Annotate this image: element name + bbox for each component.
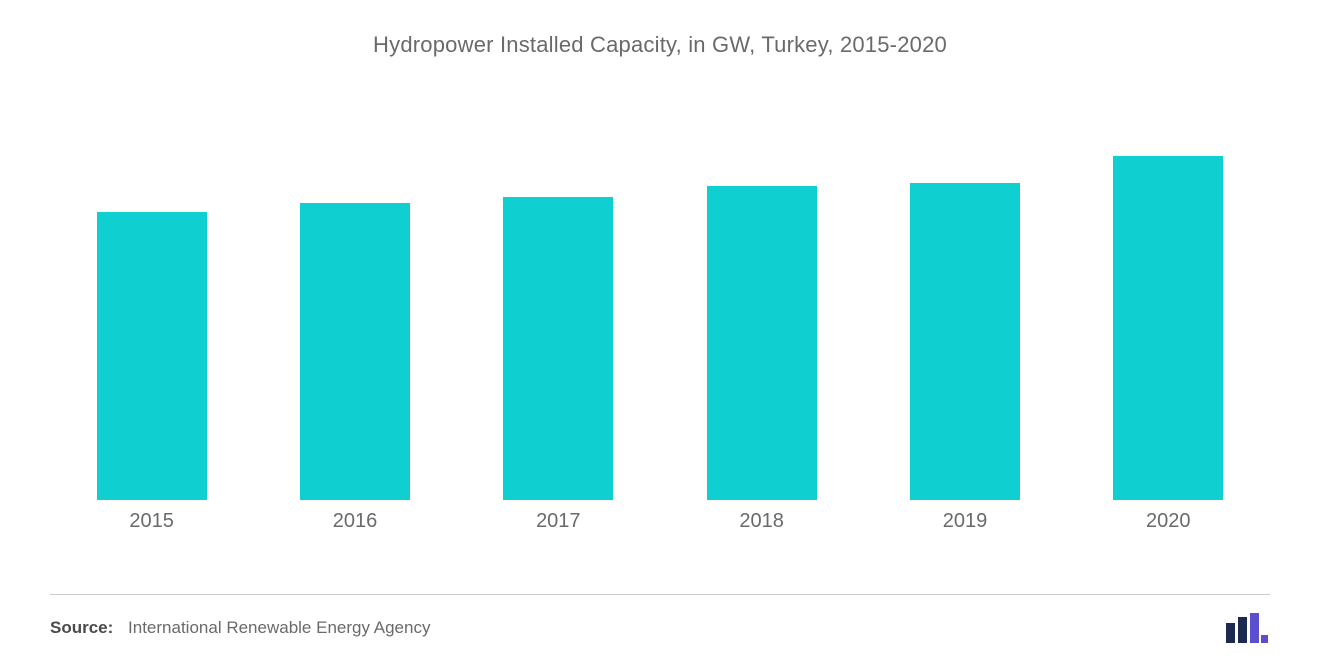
bar-slot bbox=[50, 100, 253, 500]
brand-logo-icon bbox=[1224, 613, 1270, 643]
bar-slot bbox=[863, 100, 1066, 500]
chart-title: Hydropower Installed Capacity, in GW, Tu… bbox=[0, 0, 1320, 58]
source-line: Source: International Renewable Energy A… bbox=[50, 618, 430, 638]
x-axis-labels: 201520162017201820192020 bbox=[50, 510, 1270, 533]
x-axis-label: 2017 bbox=[457, 510, 660, 533]
x-axis-label: 2016 bbox=[253, 510, 456, 533]
x-axis-label: 2019 bbox=[863, 510, 1066, 533]
chart-footer: Source: International Renewable Energy A… bbox=[50, 594, 1270, 643]
chart-plot-area bbox=[50, 100, 1270, 500]
x-axis-label: 2018 bbox=[660, 510, 863, 533]
bar bbox=[503, 197, 613, 500]
bar-slot bbox=[253, 100, 456, 500]
bar-slot bbox=[660, 100, 863, 500]
x-axis-label: 2020 bbox=[1067, 510, 1270, 533]
x-axis-label: 2015 bbox=[50, 510, 253, 533]
bar bbox=[910, 183, 1020, 500]
bar bbox=[707, 186, 817, 500]
bar-slot bbox=[457, 100, 660, 500]
bar bbox=[300, 203, 410, 500]
bar bbox=[1113, 156, 1223, 500]
bar-slot bbox=[1067, 100, 1270, 500]
source-text: International Renewable Energy Agency bbox=[128, 618, 430, 637]
source-label: Source: bbox=[50, 618, 113, 637]
bar bbox=[97, 212, 207, 500]
